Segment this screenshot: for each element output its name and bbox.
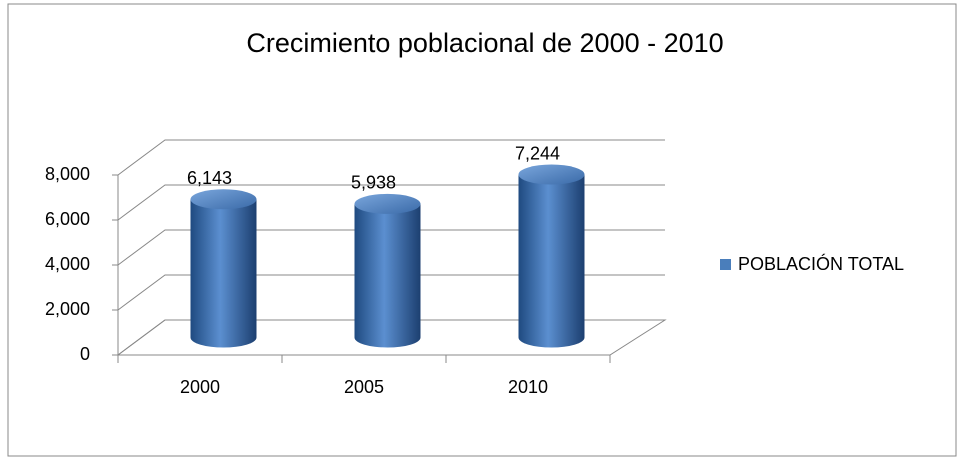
y-tick-label: 6,000 xyxy=(45,209,90,229)
y-tick-label: 2,000 xyxy=(45,299,90,319)
y-tick-label: 8,000 xyxy=(45,164,90,184)
value-label: 5,938 xyxy=(351,173,396,193)
grid-line xyxy=(117,319,665,356)
value-label: 6,143 xyxy=(187,168,232,188)
bar xyxy=(518,174,585,348)
grid-line xyxy=(117,139,665,176)
grid-line xyxy=(117,184,665,221)
x-tick-label: 2000 xyxy=(180,377,220,397)
bar-top xyxy=(518,164,585,185)
grid-line xyxy=(117,274,665,311)
x-tick-label: 2010 xyxy=(508,377,548,397)
y-tick-label: 4,000 xyxy=(45,254,90,274)
x-tick-label: 2005 xyxy=(344,377,384,397)
legend-label: POBLACIÓN TOTAL xyxy=(738,253,904,274)
grid-line xyxy=(117,229,665,266)
chart-title: Crecimiento poblacional de 2000 - 2010 xyxy=(246,28,723,58)
value-label: 7,244 xyxy=(515,143,560,163)
bar-top xyxy=(190,189,257,210)
legend-swatch xyxy=(720,259,731,270)
bar xyxy=(190,199,257,348)
bar-top xyxy=(354,193,421,214)
bar xyxy=(354,203,421,348)
y-tick-label: 0 xyxy=(80,344,90,364)
